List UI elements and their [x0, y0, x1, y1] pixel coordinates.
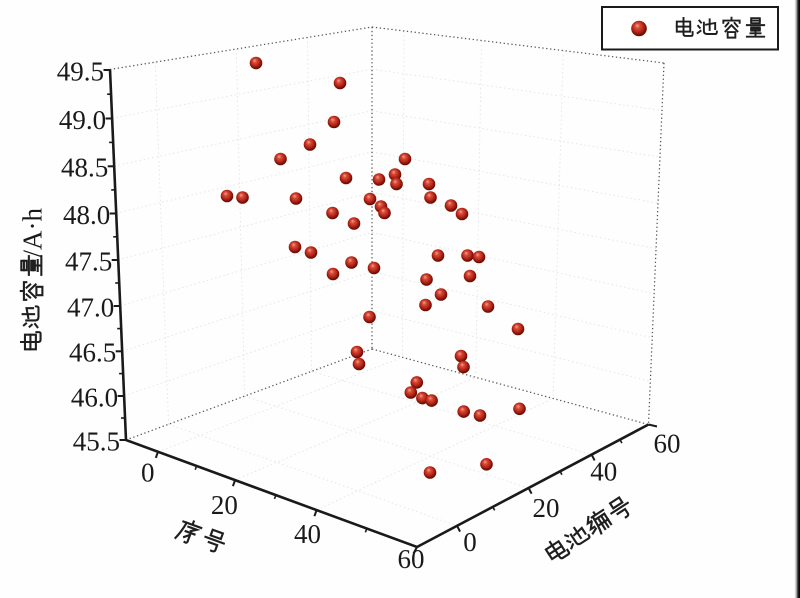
svg-text:48.0: 48.0 — [63, 200, 110, 230]
svg-text:45.5: 45.5 — [73, 426, 120, 456]
svg-text:60: 60 — [654, 428, 681, 458]
svg-text:48.5: 48.5 — [61, 153, 108, 183]
svg-text:60: 60 — [398, 544, 425, 574]
svg-text:49.5: 49.5 — [57, 56, 104, 86]
svg-text:40: 40 — [590, 457, 617, 487]
svg-text:/A·h: /A·h — [18, 208, 48, 258]
svg-text:46.5: 46.5 — [69, 338, 116, 368]
svg-text:47.0: 47.0 — [67, 292, 114, 322]
svg-text:0: 0 — [141, 457, 155, 487]
svg-text:40: 40 — [294, 519, 321, 549]
svg-text:20: 20 — [533, 493, 560, 523]
svg-text:47.5: 47.5 — [65, 246, 112, 276]
svg-text:20: 20 — [211, 490, 238, 520]
svg-text:49.0: 49.0 — [59, 105, 106, 135]
svg-text:46.0: 46.0 — [71, 382, 118, 412]
svg-text:0: 0 — [463, 527, 477, 557]
